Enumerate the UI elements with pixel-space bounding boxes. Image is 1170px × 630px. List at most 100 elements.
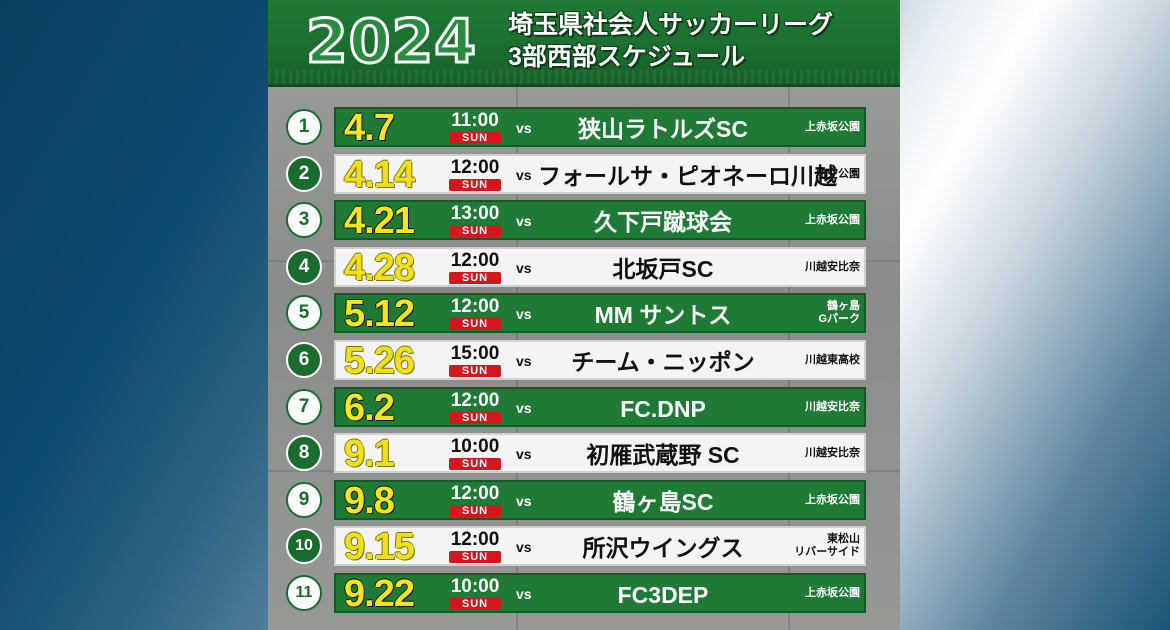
kickoff-box: 12:00 SUN: [444, 250, 506, 286]
opponent-name: MM サントス: [594, 302, 732, 328]
match-number-badge: 4: [286, 249, 322, 285]
match-bar: 5.12 12:00 SUN vs MM サントス 鶴ヶ島 Gパーク: [334, 293, 866, 335]
kickoff-box: 11:00 SUN: [444, 110, 506, 146]
day-badge: SUN: [449, 505, 501, 517]
match-bar: 9.22 10:00 SUN vs FC3DEP 上赤坂公園: [334, 573, 866, 615]
day-badge: SUN: [449, 179, 501, 191]
opponent-name: チーム・ニッポン: [571, 349, 755, 375]
venue-name: 川越安比奈: [805, 400, 860, 413]
day-badge: SUN: [449, 598, 501, 610]
kickoff-box: 15:00 SUN: [444, 343, 506, 379]
match-row: 10 9.15 12:00 SUN vs 所沢ウイングス 東松山 リバーサイド: [286, 526, 886, 568]
opponent-name: 所沢ウイングス: [582, 535, 744, 561]
kickoff-time: 13:00: [450, 203, 500, 224]
kickoff-time: 12:00: [450, 390, 500, 411]
vs-label: vs: [516, 400, 532, 416]
day-badge: SUN: [449, 365, 501, 377]
match-row: 5 5.12 12:00 SUN vs MM サントス 鶴ヶ島 Gパーク: [286, 293, 886, 335]
day-badge: SUN: [449, 272, 501, 284]
venue-name: 上赤坂公園: [805, 120, 860, 133]
opponent-name: フォールサ・ピオネーロ川越: [538, 163, 837, 189]
vs-label: vs: [516, 306, 532, 322]
match-date: 5.26: [344, 340, 415, 382]
kickoff-box: 12:00 SUN: [444, 157, 506, 193]
match-bar: 5.26 15:00 SUN vs チーム・ニッポン 川越東高校: [334, 340, 866, 382]
kickoff-time: 12:00: [450, 157, 500, 178]
kickoff-box: 12:00 SUN: [444, 529, 506, 565]
venue-name: 鶴ヶ島 Gパーク: [818, 300, 860, 325]
match-date: 4.21: [344, 200, 415, 242]
venue-name: 川越安比奈: [805, 260, 860, 273]
kickoff-time: 11:00: [451, 110, 499, 131]
match-number-badge: 8: [286, 435, 322, 471]
match-number-badge: 7: [286, 389, 322, 425]
vs-label: vs: [516, 213, 532, 229]
day-badge: SUN: [449, 132, 501, 144]
match-number-badge: 5: [286, 295, 322, 331]
match-row: 8 9.1 10:00 SUN vs 初雁武蔵野 SC 川越安比奈: [286, 433, 886, 475]
venue-name: 上赤坂公園: [805, 586, 860, 599]
vs-label: vs: [516, 260, 532, 276]
opponent-name: 初雁武蔵野 SC: [586, 442, 740, 468]
match-number-badge: 1: [286, 109, 322, 145]
match-number-badge: 2: [286, 156, 322, 192]
match-row: 6 5.26 15:00 SUN vs チーム・ニッポン 川越東高校: [286, 340, 886, 382]
match-bar: 4.7 11:00 SUN vs 狭山ラトルズSC 上赤坂公園: [334, 107, 866, 149]
match-date: 5.12: [344, 293, 415, 335]
match-number-badge: 9: [286, 482, 322, 518]
kickoff-box: 10:00 SUN: [444, 576, 506, 612]
kickoff-box: 10:00 SUN: [444, 436, 506, 472]
match-date: 9.22: [344, 573, 415, 615]
kickoff-box: 12:00 SUN: [444, 483, 506, 519]
match-bar: 9.8 12:00 SUN vs 鶴ヶ島SC 上赤坂公園: [334, 480, 866, 522]
opponent-name: FC.DNP: [620, 396, 706, 422]
match-date: 4.28: [344, 247, 415, 289]
match-date: 6.2: [344, 387, 395, 429]
venue-name: 上赤坂公園: [805, 213, 860, 226]
year-title: 2024: [305, 6, 478, 79]
match-number-badge: 10: [286, 528, 322, 564]
venue-name: 上赤坂公園: [805, 493, 860, 506]
vs-label: vs: [516, 586, 532, 602]
vs-label: vs: [516, 446, 532, 462]
kickoff-time: 15:00: [450, 343, 500, 364]
kickoff-box: 12:00 SUN: [444, 296, 506, 332]
match-row: 1 4.7 11:00 SUN vs 狭山ラトルズSC 上赤坂公園: [286, 107, 886, 149]
match-row: 2 4.14 12:00 SUN vs フォールサ・ピオネーロ川越 航空公園: [286, 154, 886, 196]
kickoff-time: 12:00: [450, 250, 500, 271]
kickoff-time: 12:00: [450, 483, 500, 504]
match-row: 9 9.8 12:00 SUN vs 鶴ヶ島SC 上赤坂公園: [286, 480, 886, 522]
kickoff-time: 10:00: [450, 576, 500, 597]
match-number-badge: 11: [286, 575, 322, 611]
day-badge: SUN: [449, 225, 501, 237]
day-badge: SUN: [449, 318, 501, 330]
match-row: 4 4.28 12:00 SUN vs 北坂戸SC 川越安比奈: [286, 247, 886, 289]
kickoff-time: 12:00: [450, 529, 500, 550]
match-bar: 9.1 10:00 SUN vs 初雁武蔵野 SC 川越安比奈: [334, 433, 866, 475]
match-bar: 4.28 12:00 SUN vs 北坂戸SC 川越安比奈: [334, 247, 866, 289]
vs-label: vs: [516, 167, 532, 183]
match-number-badge: 6: [286, 342, 322, 378]
match-row: 7 6.2 12:00 SUN vs FC.DNP 川越安比奈: [286, 387, 886, 429]
kickoff-box: 12:00 SUN: [444, 390, 506, 426]
match-bar: 4.21 13:00 SUN vs 久下戸蹴球会 上赤坂公園: [334, 200, 866, 242]
opponent-name: FC3DEP: [617, 582, 709, 608]
match-date: 4.7: [344, 107, 395, 149]
match-bar: 9.15 12:00 SUN vs 所沢ウイングス 東松山 リバーサイド: [334, 526, 866, 568]
vs-label: vs: [516, 120, 532, 136]
match-date: 9.15: [344, 526, 415, 568]
poster-header: 2024 埼玉県社会人サッカーリーグ 3部西部スケジュール: [268, 0, 900, 87]
kickoff-time: 10:00: [450, 436, 500, 457]
vs-label: vs: [516, 493, 532, 509]
league-title: 埼玉県社会人サッカーリーグ: [508, 11, 834, 39]
match-row: 11 9.22 10:00 SUN vs FC3DEP 上赤坂公園: [286, 573, 886, 615]
venue-name: 航空公園: [816, 167, 860, 180]
vs-label: vs: [516, 539, 532, 555]
kickoff-time: 12:00: [450, 296, 500, 317]
match-date: 9.1: [344, 433, 395, 475]
venue-name: 川越安比奈: [805, 446, 860, 459]
opponent-name: 鶴ヶ島SC: [612, 489, 714, 515]
kickoff-box: 13:00 SUN: [444, 203, 506, 239]
day-badge: SUN: [449, 412, 501, 424]
schedule-poster: 2024 埼玉県社会人サッカーリーグ 3部西部スケジュール 1 4.7 11:00 S…: [268, 0, 900, 630]
